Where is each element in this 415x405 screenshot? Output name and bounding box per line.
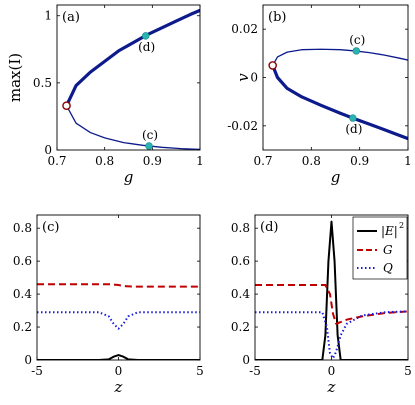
x-tick-label: 0.8: [302, 154, 321, 168]
legend-label-gain: G: [383, 243, 393, 257]
solution-marker: [352, 47, 360, 55]
plot-area: [255, 220, 408, 360]
x-tick-label: 0: [328, 364, 336, 378]
y-tick-label: 1: [44, 9, 52, 23]
axes-frame: [36, 214, 201, 361]
legend-label-absorber: Q: [383, 261, 393, 275]
x-tick-label: 0.8: [95, 154, 114, 168]
y-tick-label: 0: [44, 143, 52, 157]
solution-marker: [141, 32, 150, 40]
axes-frame: [254, 214, 409, 361]
bifurcation-marker: [268, 61, 277, 70]
panel-c: -5 0 500.20.40.60.8 (c)z: [13, 214, 204, 396]
gain-line: [255, 284, 408, 325]
x-tick-label: 0.7: [47, 154, 66, 168]
legend-label-intensity: |E|: [381, 224, 398, 238]
y-tick-label: 0.6: [231, 254, 250, 268]
unstable-branch-line: [65, 105, 200, 150]
gain-line: [37, 283, 200, 288]
panel-label: (a): [62, 10, 80, 25]
x-tick-label: 1: [196, 154, 204, 168]
marker-label: (d): [345, 122, 362, 136]
y-tick-label: 0.4: [231, 287, 250, 301]
y-tick-label: 0.2: [13, 320, 32, 334]
plot-area: [64, 8, 200, 150]
panel-a: 0.7 0.8 0.9 1 0 0.5 1 (d) (c) (a) g max(I): [6, 4, 204, 186]
x-tick-label: 0.9: [350, 154, 369, 168]
unstable-branch-line: [272, 48, 408, 67]
marker-label: (d): [138, 40, 155, 54]
legend-label-exponent: 2: [399, 221, 404, 230]
stable-branch-line: [271, 63, 408, 141]
x-tick-label: 5: [404, 364, 412, 378]
y-tick-label: 0.4: [13, 287, 32, 301]
y-tick-label: 0.2: [231, 320, 250, 334]
x-tick-label: 0.7: [253, 154, 272, 168]
stable-branch-line: [64, 8, 200, 108]
x-axis-label: z: [327, 378, 336, 396]
x-tick-label: -5: [31, 364, 43, 378]
y-tick-label: 0.5: [33, 76, 52, 90]
marker-label: (c): [349, 33, 365, 47]
y-tick-label: 0.8: [231, 221, 250, 235]
axes-frame: [56, 4, 201, 151]
x-axis-label: g: [331, 168, 341, 186]
x-axis-label: g: [124, 168, 134, 186]
panel-d: -5 0 500.20.40.60.8 (d)z|E| 2GQ: [231, 214, 412, 396]
absorber-line: [37, 311, 200, 330]
legend: |E| 2 GQ: [352, 216, 408, 280]
y-tick-label: 0: [242, 353, 250, 367]
y-tick-label: 0.6: [13, 254, 32, 268]
bifurcation-marker: [62, 101, 71, 110]
plot-area: [37, 283, 200, 360]
y-tick-label: 0: [24, 353, 32, 367]
solution-marker: [349, 114, 357, 122]
y-tick-label: -0.02: [227, 119, 258, 133]
intensity-line: [255, 220, 408, 360]
y-axis-label: v: [234, 73, 252, 82]
y-tick-label: 0.8: [13, 221, 32, 235]
panel-label: (c): [42, 220, 59, 235]
y-axis-label: max(I): [6, 53, 24, 102]
panel-label: (b): [268, 10, 286, 25]
x-axis-label: z: [114, 378, 123, 396]
absorber-line: [255, 310, 408, 360]
plot-area: [271, 48, 408, 141]
axes-frame: [262, 4, 409, 151]
y-tick-label: 0.02: [231, 22, 258, 36]
panel-label: (d): [260, 220, 278, 235]
x-tick-label: -5: [249, 364, 261, 378]
x-tick-label: 0.9: [143, 154, 162, 168]
x-tick-label: 1: [404, 154, 412, 168]
panel-b: 0.7 0.8 0.9 1 -0.02 0 0.02 (c) (d) (b) g v: [227, 4, 412, 186]
solution-marker: [145, 142, 153, 150]
marker-label: (c): [142, 128, 158, 142]
y-tick-label: 0: [250, 71, 258, 85]
x-tick-label: 0: [115, 364, 123, 378]
x-tick-label: 5: [196, 364, 204, 378]
